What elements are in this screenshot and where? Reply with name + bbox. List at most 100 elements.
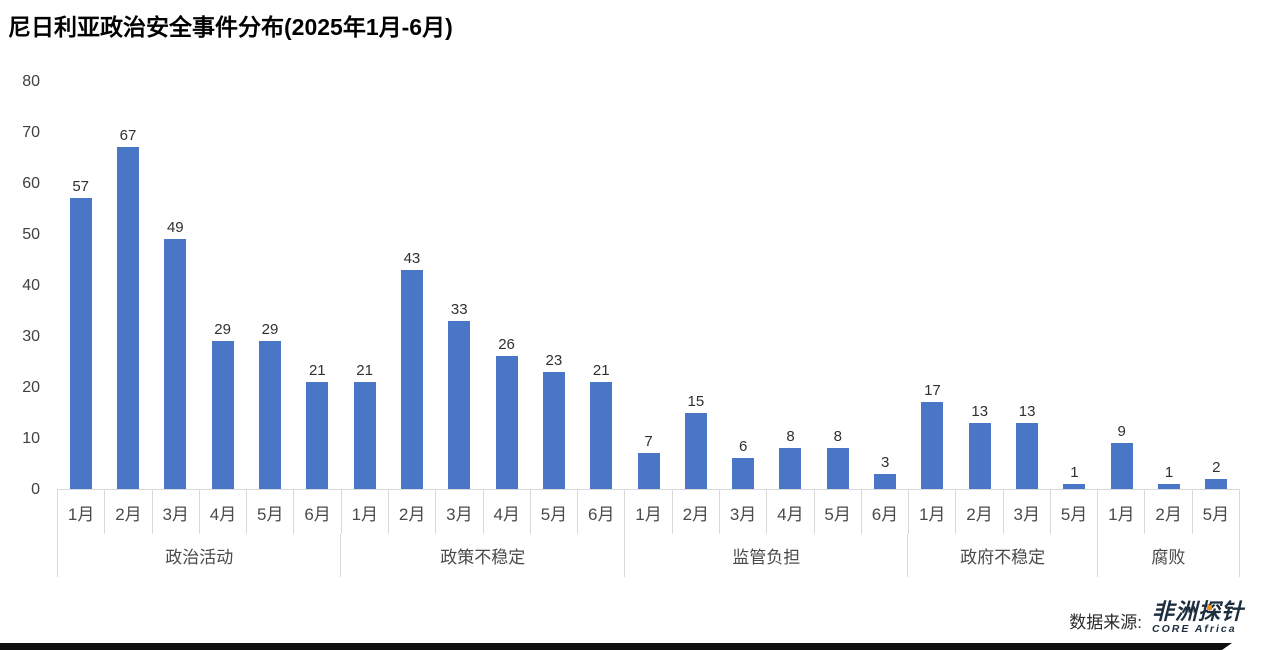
bar <box>542 371 565 489</box>
bar <box>400 269 423 489</box>
category-group-label: 政治活动 <box>58 534 342 577</box>
bar-cell: 6 <box>720 82 767 489</box>
bar <box>211 341 234 489</box>
bar <box>1063 483 1086 489</box>
bar-cell: 8 <box>767 82 814 489</box>
bar <box>732 458 755 489</box>
bar-value-label: 2 <box>1212 458 1221 476</box>
month-label: 3月 <box>1004 490 1051 534</box>
bar <box>116 147 139 489</box>
bar-value-label: 3 <box>880 453 890 471</box>
core-africa-logo: 非洲探针 CORE Africa <box>1152 600 1244 636</box>
month-label-group: 1月 2月 3月 4月 5月 6月 <box>342 490 626 534</box>
bar-cell: 9 <box>1098 82 1145 489</box>
y-axis-tick-label: 70 <box>22 124 40 141</box>
bar-value-label: 1 <box>1070 463 1079 481</box>
y-axis-tick-label: 30 <box>22 328 40 345</box>
bar-cell: 43 <box>388 82 435 489</box>
bar-group: 7 15 6 8 8 3 <box>625 82 909 489</box>
month-label: 2月 <box>673 490 720 534</box>
bar-cell: 7 <box>625 82 672 489</box>
bar-value-label: 26 <box>498 336 515 354</box>
x-axis-groups: 政治活动 政策不稳定 监管负担 政府不稳定 腐败 <box>57 534 1240 577</box>
month-label: 3月 <box>153 490 200 534</box>
bar-value-label: 7 <box>644 433 653 451</box>
bar-cell: 8 <box>814 82 861 489</box>
bar-cell: 21 <box>341 82 388 489</box>
month-label: 5月 <box>815 490 862 534</box>
bar-chart: 80 70 60 50 40 30 20 10 0 57 67 49 29 29 21 21 43 33 26 23… <box>0 73 1241 577</box>
bar <box>826 448 849 489</box>
chart-title: 尼日利亚政治安全事件分布(2025年1月-6月) <box>8 14 453 40</box>
bar <box>1110 443 1133 489</box>
month-label-group: 1月 2月 5月 <box>1098 490 1241 534</box>
bar-value-label: 15 <box>687 392 705 410</box>
category-group-label: 政策不稳定 <box>341 534 625 577</box>
month-label: 3月 <box>436 490 484 534</box>
month-label: 2月 <box>956 490 1004 534</box>
bar-value-label: 33 <box>450 300 468 318</box>
bar <box>306 381 329 489</box>
logo-english-name: CORE Africa <box>1151 623 1237 636</box>
bar <box>637 453 660 489</box>
bar-group: 17 13 13 1 <box>909 82 1098 489</box>
bar-value-label: 29 <box>214 321 231 339</box>
month-label: 5月 <box>531 490 579 534</box>
bar-cell: 21 <box>578 82 625 489</box>
bar <box>69 198 92 489</box>
month-label: 5月 <box>1193 490 1241 534</box>
bar-value-label: 43 <box>403 249 421 267</box>
source-label: 数据来源: <box>1069 613 1142 633</box>
bar-group: 9 1 2 <box>1098 82 1240 489</box>
bottom-black-bar <box>0 643 1232 650</box>
y-axis-tick-label: 60 <box>22 175 40 192</box>
bar-value-label: 23 <box>545 351 563 369</box>
category-group-label: 腐败 <box>1098 534 1240 577</box>
bar <box>1158 483 1181 489</box>
bar <box>684 412 707 489</box>
month-label: 1月 <box>909 490 957 534</box>
bar-value-label: 9 <box>1117 423 1126 441</box>
bar-cell: 26 <box>483 82 530 489</box>
month-label: 2月 <box>105 490 153 534</box>
bar-cell: 1 <box>1051 82 1098 489</box>
data-source: 数据来源: 非洲探针 CORE Africa <box>1069 600 1244 636</box>
bar-cell: 13 <box>1003 82 1050 489</box>
bars-area: 57 67 49 29 29 21 21 43 33 26 23 21 7 15 6 8 8 3 17 13 13 1 9 1… <box>57 82 1240 490</box>
bar-cell: 49 <box>152 82 199 489</box>
bar-value-label: 17 <box>924 382 941 400</box>
month-label: 2月 <box>389 490 437 534</box>
bar-value-label: 21 <box>356 361 373 379</box>
bar <box>779 448 802 489</box>
bar-cell: 2 <box>1193 82 1240 489</box>
month-label: 2月 <box>1145 490 1193 534</box>
bar-cell: 15 <box>672 82 719 489</box>
bar-group: 57 67 49 29 29 21 <box>57 82 341 489</box>
month-label: 1月 <box>1098 490 1146 534</box>
month-label-group: 1月 2月 3月 5月 <box>909 490 1099 534</box>
logo-orange-dot-icon <box>1207 605 1212 610</box>
month-label: 1月 <box>58 490 106 534</box>
bar-value-label: 6 <box>738 438 748 456</box>
bar-value-label: 29 <box>261 321 279 339</box>
month-label: 1月 <box>625 490 673 534</box>
month-label: 4月 <box>484 490 531 534</box>
month-label: 4月 <box>767 490 815 534</box>
bar-value-label: 8 <box>786 428 795 446</box>
bar-cell: 29 <box>199 82 246 489</box>
y-axis-tick-label: 20 <box>22 379 40 396</box>
bar <box>448 320 471 489</box>
bar-cell: 21 <box>294 82 341 489</box>
bar-value-label: 21 <box>308 361 326 379</box>
bar-cell: 1 <box>1145 82 1192 489</box>
month-label: 5月 <box>1051 490 1099 534</box>
month-label: 5月 <box>247 490 295 534</box>
bar-cell: 67 <box>104 82 151 489</box>
month-label-group: 1月 2月 3月 4月 5月 6月 <box>58 490 342 534</box>
month-label-group: 1月 2月 3月 4月 5月 6月 <box>625 490 910 534</box>
bar-cell: 33 <box>436 82 483 489</box>
category-group-label: 政府不稳定 <box>908 534 1098 577</box>
month-label: 3月 <box>720 490 768 534</box>
plot-area: 57 67 49 29 29 21 21 43 33 26 23 21 7 15 6 8 8 3 17 13 13 1 9 1… <box>57 82 1241 577</box>
